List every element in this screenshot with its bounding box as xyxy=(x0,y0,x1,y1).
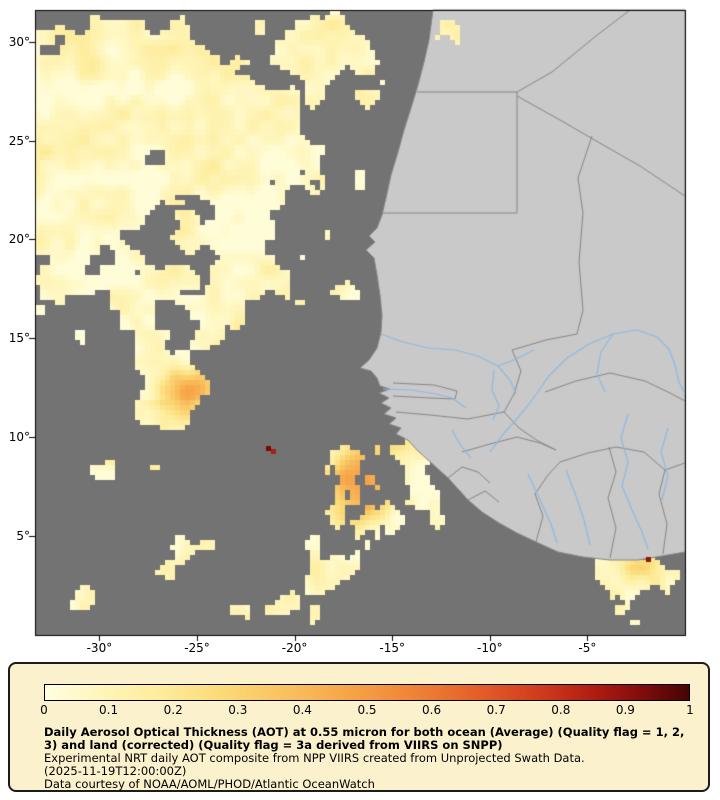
colorbar-tick-label: 0.1 xyxy=(99,703,119,717)
legend-timestamp: (2025-11-19T12:00:00Z) xyxy=(44,764,187,778)
legend-panel: 0 0.1 0.2 0.3 0.4 0.5 0.6 0.7 0.8 0.9 1 Daily Aero… xyxy=(8,662,710,792)
legend-title: Daily Aerosol Optical Thickness (AOT) at… xyxy=(44,725,685,752)
legend-captions: Daily Aerosol Optical Thickness (AOT) at… xyxy=(44,726,694,791)
colorbar-wrap: 0 0.1 0.2 0.3 0.4 0.5 0.6 0.7 0.8 0.9 1 xyxy=(40,684,694,724)
legend-credit: Data courtesy of NOAA/AOML/PHOD/Atlantic… xyxy=(44,777,375,791)
colorbar-tick-label: 0.7 xyxy=(486,703,506,717)
aot-raster-map xyxy=(0,0,720,660)
colorbar-tick-label: 0.5 xyxy=(357,703,377,717)
colorbar-tick-label: 0 xyxy=(40,703,48,717)
colorbar-tick-label: 0.4 xyxy=(292,703,312,717)
colorbar-tick-label: 0.8 xyxy=(551,703,571,717)
colorbar-tick-label: 0.6 xyxy=(422,703,442,717)
colorbar-tick-label: 1 xyxy=(686,703,694,717)
colorbar-tick-label: 0.9 xyxy=(615,703,635,717)
colorbar-tick-label: 0.3 xyxy=(228,703,248,717)
colorbar-tick-label: 0.2 xyxy=(163,703,183,717)
map-section: 30° 25° 20° 15° 10° 5° -30° -25° -20° -15° -10° -5° xyxy=(0,0,720,660)
legend-subtitle: Experimental NRT daily AOT composite fro… xyxy=(44,751,585,765)
aot-colorbar xyxy=(44,684,690,701)
